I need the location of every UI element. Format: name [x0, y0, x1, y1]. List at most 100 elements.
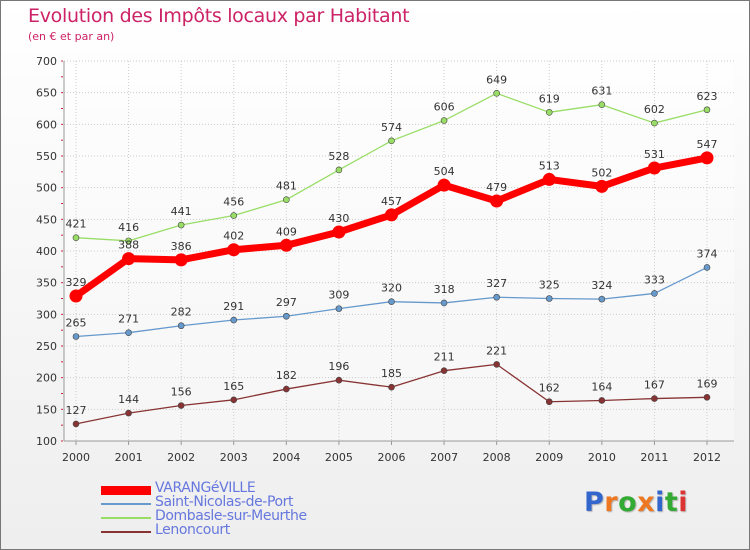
- data-label: 291: [223, 300, 244, 313]
- logo-letter: i: [655, 487, 665, 518]
- data-point: [125, 329, 132, 337]
- legend-label: Lenoncourt: [155, 522, 230, 538]
- y-tick-label: 100: [36, 435, 57, 448]
- data-point: [174, 253, 188, 267]
- data-label: 479: [486, 181, 507, 194]
- data-label: 127: [66, 404, 87, 417]
- data-label: 325: [539, 279, 560, 292]
- data-label: 386: [171, 240, 192, 253]
- legend-swatch: [101, 503, 151, 505]
- data-label: 528: [328, 150, 349, 163]
- plot-area: [64, 61, 734, 441]
- x-tick-label: 2003: [220, 451, 248, 464]
- data-label: 162: [539, 382, 560, 395]
- logo-letter: r: [604, 487, 619, 518]
- data-point: [651, 395, 658, 402]
- data-label: 185: [381, 367, 402, 380]
- data-label: 327: [486, 277, 507, 290]
- x-tick-label: 2007: [430, 451, 458, 464]
- data-point: [647, 161, 661, 175]
- data-point: [437, 178, 451, 192]
- data-label: 481: [276, 180, 297, 193]
- data-label: 156: [171, 386, 192, 399]
- legend-swatch: [101, 517, 151, 519]
- y-tick-label: 200: [36, 372, 57, 385]
- data-point: [125, 237, 132, 245]
- data-point: [72, 420, 80, 428]
- data-point: [703, 393, 711, 401]
- chart-subtitle: (en € et par an): [28, 30, 115, 43]
- data-point: [493, 90, 500, 97]
- data-point: [388, 383, 395, 391]
- data-point: [283, 196, 290, 203]
- data-point: [598, 101, 606, 108]
- data-point: [177, 322, 185, 330]
- data-label: 282: [171, 306, 192, 319]
- data-point: [177, 402, 185, 409]
- y-tick-label: 300: [36, 308, 57, 321]
- data-label: 388: [118, 239, 139, 252]
- data-point: [440, 299, 448, 307]
- data-label: 320: [381, 282, 402, 295]
- data-label: 631: [591, 85, 612, 98]
- legend-label: Saint-Nicolas-de-Port: [155, 494, 294, 510]
- data-label: 430: [328, 212, 349, 225]
- data-label: 531: [644, 148, 665, 161]
- data-label: 329: [66, 276, 87, 289]
- x-tick-label: 2010: [588, 451, 616, 464]
- x-tick-label: 2001: [115, 451, 143, 464]
- data-point: [703, 264, 711, 271]
- data-point: [700, 151, 714, 165]
- y-tick-label: 350: [36, 277, 57, 290]
- x-tick-label: 2004: [272, 451, 300, 464]
- data-label: 606: [434, 101, 455, 114]
- data-point: [227, 243, 241, 257]
- data-point: [598, 397, 606, 404]
- logo-letter: t: [664, 487, 679, 518]
- x-tick-label: 2012: [693, 451, 721, 464]
- data-label: 164: [591, 380, 612, 393]
- data-label: 421: [66, 218, 87, 231]
- chart-title: Evolution des Impôts locaux par Habitant: [28, 5, 410, 27]
- data-point: [332, 225, 346, 239]
- y-tick-label: 400: [36, 245, 57, 258]
- x-tick-label: 2008: [483, 451, 511, 464]
- y-tick-label: 450: [36, 213, 57, 226]
- x-tick-label: 2011: [640, 451, 668, 464]
- data-point: [388, 137, 395, 145]
- legend-label: Dombasle-sur-Meurthe: [155, 508, 307, 524]
- data-point: [595, 179, 609, 193]
- data-label: 602: [644, 103, 665, 116]
- data-label: 402: [223, 230, 244, 243]
- data-point: [493, 361, 500, 368]
- data-point: [545, 295, 553, 302]
- data-point: [545, 398, 553, 406]
- data-point: [279, 238, 293, 252]
- data-point: [72, 234, 80, 241]
- logo-letter: o: [618, 487, 638, 518]
- x-tick-label: 2002: [167, 451, 195, 464]
- data-label: 547: [697, 138, 718, 151]
- data-point: [440, 117, 448, 124]
- data-label: 333: [644, 273, 665, 286]
- data-point: [703, 106, 711, 114]
- x-tick-label: 2009: [535, 451, 563, 464]
- data-label: 309: [328, 289, 349, 302]
- data-label: 374: [697, 247, 718, 260]
- data-label: 265: [66, 317, 87, 330]
- data-point: [122, 252, 136, 266]
- y-tick-label: 650: [36, 87, 57, 100]
- data-label: 324: [591, 279, 612, 292]
- x-tick-label: 2005: [325, 451, 353, 464]
- data-label: 456: [223, 196, 244, 209]
- data-label: 167: [644, 379, 665, 392]
- legend-label: VARANGéVILLE: [155, 480, 256, 496]
- y-tick-label: 150: [36, 403, 57, 416]
- data-point: [542, 172, 556, 186]
- data-label: 297: [276, 296, 297, 309]
- data-point: [335, 376, 343, 384]
- legend-swatch: [101, 485, 151, 495]
- data-label: 574: [381, 121, 402, 134]
- data-point: [283, 385, 290, 393]
- data-label: 502: [591, 166, 612, 179]
